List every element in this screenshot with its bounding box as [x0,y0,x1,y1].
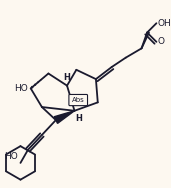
Polygon shape [54,111,75,123]
Text: H: H [75,114,82,124]
Text: O: O [157,37,164,46]
FancyBboxPatch shape [69,94,88,106]
Text: H: H [64,73,70,82]
Text: HO: HO [14,84,28,93]
Text: OH: OH [157,19,171,28]
Text: HO: HO [4,152,18,161]
Text: Abs: Abs [72,97,85,103]
